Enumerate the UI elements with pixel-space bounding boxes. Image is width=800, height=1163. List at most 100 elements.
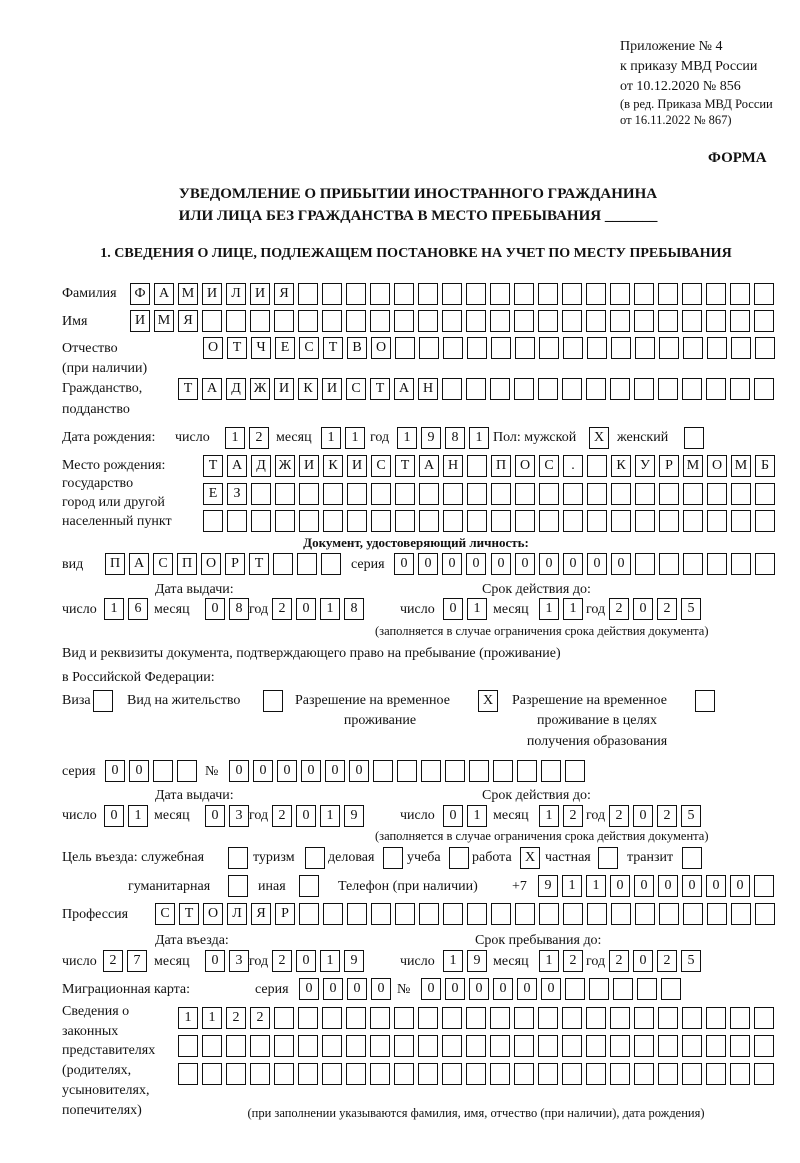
phone-cell[interactable]: 9 [538, 875, 558, 897]
surname-cell[interactable]: Л [226, 283, 246, 305]
patronymic-cell[interactable] [635, 337, 655, 359]
citizenship-cell[interactable]: А [202, 378, 222, 400]
birth-place-3-cell[interactable] [611, 510, 631, 532]
id-valid-month-cell[interactable]: 1 [539, 598, 559, 620]
birth-place-2-cell[interactable] [563, 483, 583, 505]
citizenship-cell[interactable] [754, 378, 774, 400]
reps-1-cell[interactable] [562, 1007, 582, 1029]
phone-cell[interactable]: 0 [610, 875, 630, 897]
citizenship-cell[interactable]: С [346, 378, 366, 400]
surname-cell[interactable] [394, 283, 414, 305]
patronymic-cell[interactable]: О [203, 337, 223, 359]
reps-1-cell[interactable] [322, 1007, 342, 1029]
phone-cell[interactable]: 1 [586, 875, 606, 897]
birth-place-3-cell[interactable] [539, 510, 559, 532]
profession-cell[interactable] [755, 903, 775, 925]
birth-place-3-cell[interactable] [419, 510, 439, 532]
patronymic-cell[interactable] [443, 337, 463, 359]
birth-place-2-cell[interactable] [443, 483, 463, 505]
reps-1-cell[interactable]: 2 [250, 1007, 270, 1029]
birth-place-2-cell[interactable] [323, 483, 343, 505]
reps-1-cell[interactable] [610, 1007, 630, 1029]
birth-place-3-cell[interactable] [395, 510, 415, 532]
profession-cell[interactable] [683, 903, 703, 925]
birth-place-2-cell[interactable] [659, 483, 679, 505]
birth-place-3-cell[interactable] [251, 510, 271, 532]
mc-number-cell[interactable]: 0 [445, 978, 465, 1000]
birth-place-2-cell[interactable] [539, 483, 559, 505]
birth-place-1-cell[interactable]: П [491, 455, 511, 477]
surname-cell[interactable] [610, 283, 630, 305]
reps-3-cell[interactable] [586, 1063, 606, 1085]
doc-valid-year-cell[interactable]: 2 [657, 805, 677, 827]
purpose-study-checkbox[interactable] [449, 847, 469, 869]
reps-3-cell[interactable] [226, 1063, 246, 1085]
mc-series-cell[interactable]: 0 [323, 978, 343, 1000]
doc-number-cell[interactable] [421, 760, 441, 782]
citizenship-cell[interactable]: И [322, 378, 342, 400]
name-cell[interactable] [226, 310, 246, 332]
purpose-service-checkbox[interactable] [228, 847, 248, 869]
doc-valid-year-cell[interactable]: 0 [633, 805, 653, 827]
entry-day-cell[interactable]: 2 [103, 950, 123, 972]
reps-3-cell[interactable] [610, 1063, 630, 1085]
name-cell[interactable] [538, 310, 558, 332]
name-cell[interactable] [586, 310, 606, 332]
birth-place-1-cell[interactable]: Т [203, 455, 223, 477]
name-cell[interactable] [394, 310, 414, 332]
id-kind-cell[interactable]: П [105, 553, 125, 575]
surname-cell[interactable]: И [250, 283, 270, 305]
entry-day-cell[interactable]: 7 [127, 950, 147, 972]
reps-1-cell[interactable] [274, 1007, 294, 1029]
birth-place-2-cell[interactable] [587, 483, 607, 505]
surname-cell[interactable] [658, 283, 678, 305]
stay-year-cell[interactable]: 0 [633, 950, 653, 972]
reps-3-cell[interactable] [538, 1063, 558, 1085]
name-cell[interactable] [730, 310, 750, 332]
id-series-cell[interactable]: 0 [466, 553, 486, 575]
id-number-cell[interactable] [635, 553, 655, 575]
reps-2-cell[interactable] [418, 1035, 438, 1057]
birth-place-1-cell[interactable]: Н [443, 455, 463, 477]
reps-3-cell[interactable] [370, 1063, 390, 1085]
birth-place-2-cell[interactable] [347, 483, 367, 505]
id-number-cell[interactable] [707, 553, 727, 575]
surname-cell[interactable] [346, 283, 366, 305]
birth-place-2-cell[interactable] [707, 483, 727, 505]
profession-cell[interactable] [635, 903, 655, 925]
id-number-cell[interactable]: 0 [563, 553, 583, 575]
profession-cell[interactable] [347, 903, 367, 925]
name-cell[interactable] [634, 310, 654, 332]
entry-year-cell[interactable]: 1 [320, 950, 340, 972]
birth-place-2-cell[interactable] [251, 483, 271, 505]
patronymic-cell[interactable]: С [299, 337, 319, 359]
reps-3-cell[interactable] [250, 1063, 270, 1085]
birth-place-3-cell[interactable] [443, 510, 463, 532]
reps-1-cell[interactable] [682, 1007, 702, 1029]
id-number-cell[interactable]: 0 [539, 553, 559, 575]
stay-year-cell[interactable]: 2 [657, 950, 677, 972]
purpose-private-checkbox[interactable] [598, 847, 618, 869]
birth-place-1-cell[interactable]: . [563, 455, 583, 477]
patronymic-cell[interactable] [395, 337, 415, 359]
doc-number-cell[interactable]: 0 [277, 760, 297, 782]
birth-month-cell[interactable]: 1 [345, 427, 365, 449]
citizenship-cell[interactable] [610, 378, 630, 400]
birth-place-2-cell[interactable] [491, 483, 511, 505]
birth-place-1-cell[interactable]: Д [251, 455, 271, 477]
mc-number-cell[interactable]: 0 [517, 978, 537, 1000]
id-kind-cell[interactable]: Р [225, 553, 245, 575]
phone-cell[interactable]: 0 [730, 875, 750, 897]
id-kind-cell[interactable] [297, 553, 317, 575]
patronymic-cell[interactable]: В [347, 337, 367, 359]
reps-1-cell[interactable] [754, 1007, 774, 1029]
surname-cell[interactable]: Ф [130, 283, 150, 305]
id-issue-month-cell[interactable]: 8 [229, 598, 249, 620]
reps-3-cell[interactable] [754, 1063, 774, 1085]
birth-place-2-cell[interactable]: Е [203, 483, 223, 505]
birth-place-2-cell[interactable] [755, 483, 775, 505]
purpose-tourism-checkbox[interactable] [305, 847, 325, 869]
reps-2-cell[interactable] [730, 1035, 750, 1057]
doc-valid-month-cell[interactable]: 2 [563, 805, 583, 827]
reps-1-cell[interactable] [418, 1007, 438, 1029]
